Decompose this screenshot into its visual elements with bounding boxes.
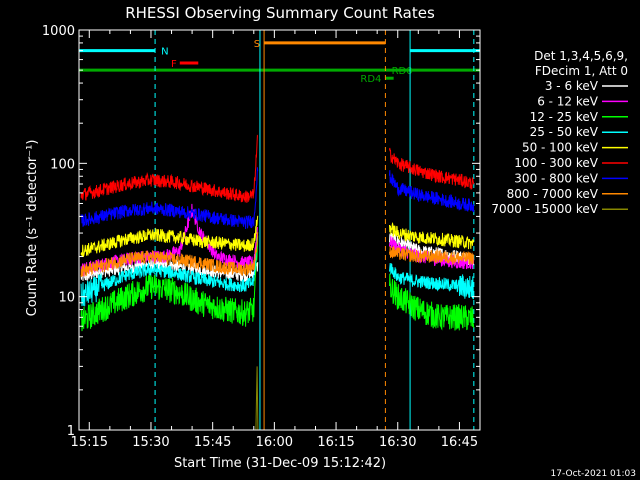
- series-trace: [80, 236, 259, 307]
- series-trace: [80, 215, 259, 258]
- flag-label-s: S: [254, 39, 260, 50]
- legend-entry-label: 300 - 800 keV: [514, 171, 598, 185]
- x-tick-label: 15:15: [71, 435, 108, 450]
- y-tick-label: 1: [67, 424, 75, 439]
- series-trace: [389, 232, 475, 267]
- series-trace: [255, 366, 259, 431]
- y-axis-label: Count Rate (s⁻¹ detector⁻¹): [25, 140, 40, 317]
- x-tick-label: 15:30: [132, 435, 169, 450]
- legend-header: Det 1,3,4,5,6,9,: [534, 49, 628, 63]
- series-trace: [80, 235, 259, 332]
- observing-flags: NF S RD4 RD0: [79, 39, 480, 85]
- y-tick-label: 1000: [42, 24, 75, 39]
- series-trace: [80, 203, 259, 278]
- legend-header: FDecim 1, Att 0: [535, 64, 628, 78]
- series-trace: [389, 245, 474, 265]
- series-trace: [80, 134, 259, 203]
- flag-label-rd0: RD0: [392, 66, 413, 77]
- series-trace: [389, 273, 475, 331]
- flag-label-rd4: RD4: [360, 74, 381, 85]
- x-axis-ticks: 15:15 15:30 15:45 16:00 16:15 16:30 16:45: [71, 30, 481, 450]
- x-tick-label: 16:15: [317, 435, 354, 450]
- series-trace: [80, 232, 259, 277]
- legend-entry-label: 100 - 300 keV: [514, 156, 598, 170]
- flag-label-f: F: [171, 59, 177, 70]
- legend-entry-label: 6 - 12 keV: [537, 94, 599, 108]
- series-trace: [80, 167, 259, 230]
- legend-entry-label: 12 - 25 keV: [530, 110, 599, 124]
- chart-title: RHESSI Observing Summary Count Rates: [125, 4, 435, 22]
- series-trace: [389, 170, 475, 213]
- x-axis-label: Start Time (31-Dec-09 15:12:42): [174, 456, 386, 471]
- x-tick-label: 16:45: [441, 435, 478, 450]
- y-tick-label: 100: [50, 157, 75, 172]
- legend-entry-label: 800 - 7000 keV: [507, 187, 599, 201]
- y-tick-label: 10: [58, 291, 75, 306]
- legend: Det 1,3,4,5,6,9,FDecim 1, Att 03 - 6 keV…: [491, 49, 628, 216]
- legend-entry-label: 3 - 6 keV: [545, 79, 599, 93]
- legend-entry-label: 25 - 50 keV: [530, 125, 599, 139]
- series-trace: [389, 147, 475, 190]
- generated-timestamp: 17-Oct-2021 01:03: [551, 469, 636, 479]
- y-axis-ticks: 1 10 100 1000: [42, 24, 480, 439]
- legend-entry-label: 50 - 100 keV: [522, 141, 599, 155]
- x-tick-label: 15:45: [194, 435, 231, 450]
- event-markers: [154, 30, 475, 430]
- x-tick-label: 16:00: [256, 435, 293, 450]
- legend-entry-label: 7000 - 15000 keV: [491, 202, 598, 216]
- series-trace: [389, 263, 475, 300]
- plot-frame: [78, 29, 481, 431]
- series-trace: [389, 222, 475, 250]
- count-rate-series: [80, 134, 475, 431]
- flag-label-n: N: [161, 47, 168, 58]
- x-tick-label: 16:30: [379, 435, 416, 450]
